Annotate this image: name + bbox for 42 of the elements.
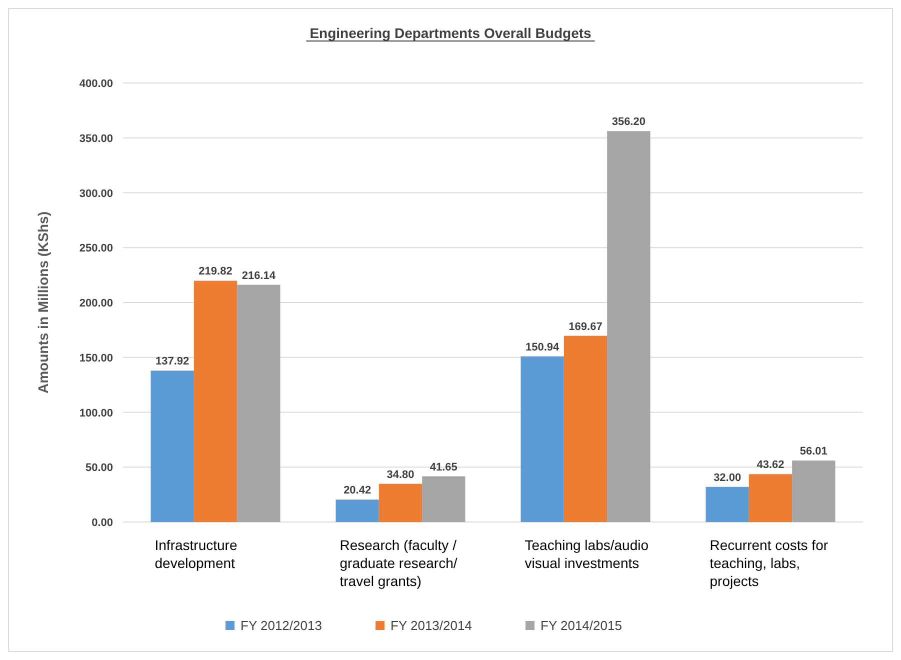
bar [607,131,650,522]
y-tick-label: 300.00 [79,188,113,200]
y-tick-label: 200.00 [79,298,113,310]
chart-title: Engineering Departments Overall Budgets [310,25,592,41]
data-label: 32.00 [714,472,742,484]
bar [378,484,422,522]
y-tick-label: 150.00 [79,352,113,364]
bar [336,500,379,522]
x-tick-label: Teaching labs/audio visual investments [524,537,649,571]
y-axis-title: Amounts in Millions (KShs) [35,212,51,394]
data-label: 41.65 [430,461,458,474]
x-tick-label: Recurrent costs for teaching, labs, projects [710,537,828,589]
data-label: 43.62 [756,459,784,472]
y-tick-label: 100.00 [79,407,113,420]
y-tick-label: 350.00 [79,132,113,145]
bar [237,284,280,522]
bar [564,336,608,522]
data-label: 137.92 [156,356,190,368]
bar [520,356,564,522]
bar [706,486,749,522]
bar [150,370,194,522]
data-label: 34.80 [386,468,414,481]
data-label: 216.14 [242,270,276,282]
data-label: 219.82 [198,266,232,278]
legend-label: FY 2013/2014 [390,618,472,633]
y-tick-label: 50.00 [85,462,113,474]
y-tick-label: 0.00 [92,517,113,529]
data-label: 150.94 [526,341,560,354]
bar [792,460,836,522]
data-label: 356.20 [612,116,646,128]
y-tick-label: 250.00 [79,242,113,255]
data-label: 56.01 [800,446,828,458]
legend-label: FY 2012/2013 [240,618,322,633]
legend-label: FY 2014/2015 [540,618,622,633]
x-tick-label: Research (faculty / graduate research/ travel grants) [340,537,458,589]
bar [422,476,466,522]
data-label: 20.42 [344,484,372,497]
x-tick-label: Infrastructure development [154,537,238,571]
data-label: 169.67 [568,320,602,333]
bar [194,280,238,522]
bar [748,474,792,522]
y-tick-label: 400.00 [79,78,113,90]
